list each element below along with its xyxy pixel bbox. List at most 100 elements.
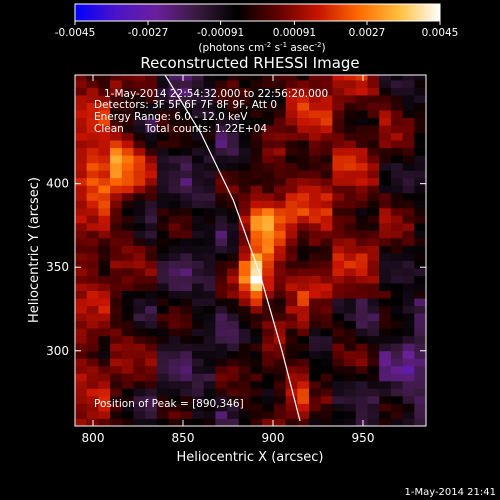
heatmap-cell (250, 380, 263, 389)
heatmap-cell (273, 87, 286, 96)
heatmap-cell (238, 350, 251, 359)
heatmap-cell (156, 170, 169, 179)
heatmap-cell (320, 290, 333, 299)
heatmap-cell (203, 283, 216, 292)
heatmap-cell (98, 147, 111, 156)
heatmap-cell (367, 410, 380, 419)
heatmap-cell (121, 102, 134, 111)
heatmap-cell (332, 117, 345, 126)
heatmap-cell (402, 373, 415, 382)
heatmap-cell (390, 418, 403, 426)
heatmap-cell (262, 230, 275, 239)
heatmap-cell (110, 200, 123, 209)
heatmap-cell (145, 403, 158, 412)
heatmap-cell (355, 162, 368, 171)
heatmap-cell (250, 373, 263, 382)
heatmap-cell (285, 283, 298, 292)
heatmap-cell (355, 283, 368, 292)
heatmap-cell (379, 305, 392, 314)
heatmap-cell (320, 140, 333, 149)
heatmap-cell (203, 170, 216, 179)
footer-timestamp: 1-May-2014 21:41 (404, 487, 496, 498)
heatmap-cell (402, 222, 415, 231)
heatmap-cell (110, 395, 123, 404)
heatmap-cell (121, 365, 134, 374)
heatmap-cell (344, 350, 357, 359)
heatmap-cell (309, 140, 322, 149)
heatmap-cell (273, 200, 286, 209)
heatmap-cell (309, 95, 322, 103)
heatmap-cell (156, 388, 169, 397)
heatmap-cell (75, 75, 88, 81)
heatmap-cell (262, 207, 275, 216)
heatmap-cell (110, 373, 123, 382)
heatmap-cell (227, 275, 240, 284)
heatmap-cell (192, 147, 205, 156)
heatmap-cell (390, 177, 403, 186)
heatmap-cell (367, 305, 380, 314)
heatmap-cell (250, 283, 263, 292)
heatmap-cell (390, 268, 403, 276)
heatmap-cell (133, 230, 146, 239)
heatmap-cell (121, 177, 134, 186)
heatmap-cell (75, 245, 88, 254)
heatmap-cell (121, 335, 134, 344)
heatmap-cell (379, 343, 392, 352)
heatmap-cell (273, 230, 286, 239)
heatmap-cell (192, 117, 205, 126)
heatmap-cell (297, 358, 310, 367)
heatmap-cell (390, 162, 403, 171)
heatmap-cell (180, 313, 193, 322)
heatmap-cell (110, 305, 123, 314)
heatmap-cell (332, 275, 345, 284)
heatmap-cell (367, 110, 380, 119)
heatmap-cell (227, 403, 240, 412)
heatmap-cell (367, 260, 380, 269)
heatmap-cell (238, 140, 251, 149)
heatmap-cell (367, 320, 380, 329)
heatmap-cell (203, 95, 216, 103)
heatmap-cell (238, 373, 251, 382)
heatmap-cell (414, 75, 426, 81)
heatmap-cell (110, 380, 123, 389)
heatmap-cell (168, 140, 181, 149)
heatmap-cell (215, 335, 228, 344)
heatmap-cell (192, 380, 205, 389)
heatmap-cell (320, 320, 333, 329)
heatmap-cell (156, 162, 169, 171)
heatmap-cell (168, 350, 181, 359)
heatmap-cell (145, 237, 158, 246)
heatmap-cell (262, 125, 275, 134)
heatmap-cell (180, 215, 193, 224)
heatmap-cell (98, 313, 111, 322)
heatmap-cell (192, 335, 205, 344)
heatmap-cell (309, 320, 322, 329)
heatmap-cell (98, 418, 111, 426)
heatmap-cell (215, 75, 228, 81)
heatmap-cell (344, 162, 357, 171)
heatmap-cell (402, 275, 415, 284)
heatmap-cell (215, 192, 228, 201)
heatmap-cell (297, 335, 310, 344)
heatmap-cell (98, 132, 111, 141)
heatmap-cell (75, 373, 88, 382)
heatmap-cell (309, 260, 322, 269)
heatmap-cell (273, 320, 286, 329)
heatmap-cell (390, 80, 403, 88)
heatmap-cell (332, 373, 345, 382)
heatmap-cell (203, 245, 216, 254)
heatmap-cell (344, 283, 357, 292)
heatmap-cell (192, 215, 205, 224)
heatmap-cell (379, 132, 392, 141)
heatmap-cell (215, 305, 228, 314)
heatmap-cell (180, 305, 193, 314)
heatmap-cell (227, 215, 240, 224)
heatmap-cell (215, 275, 228, 284)
heatmap-cell (273, 222, 286, 231)
heatmap-cell (203, 373, 216, 382)
heatmap-cell (332, 290, 345, 299)
heatmap-cell (156, 343, 169, 352)
heatmap-cell (238, 75, 251, 81)
heatmap-cell (238, 320, 251, 329)
heatmap-cell (75, 185, 88, 194)
